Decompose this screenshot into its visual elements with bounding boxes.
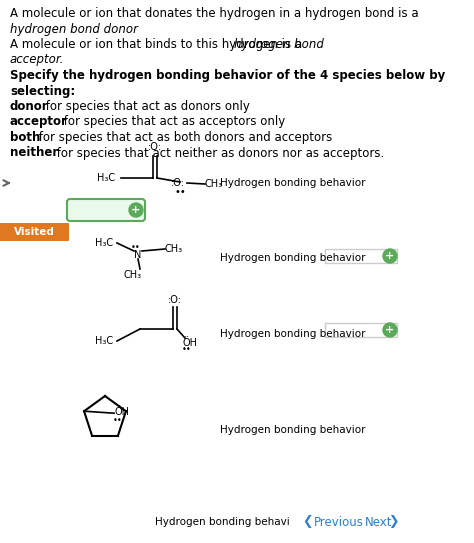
Text: Next: Next bbox=[365, 515, 392, 528]
Text: N: N bbox=[134, 250, 142, 260]
Circle shape bbox=[383, 323, 397, 337]
Text: neither: neither bbox=[10, 147, 58, 160]
Text: acceptor: acceptor bbox=[10, 116, 68, 129]
Bar bbox=[325, 323, 397, 337]
Text: ❯: ❯ bbox=[388, 515, 399, 528]
Text: ÖH: ÖH bbox=[114, 407, 129, 417]
Text: Specify the hydrogen bonding behavior of the 4 species below by: Specify the hydrogen bonding behavior of… bbox=[10, 69, 445, 82]
Text: for species that act neither as donors nor as acceptors.: for species that act neither as donors n… bbox=[53, 147, 384, 160]
Bar bbox=[325, 249, 397, 263]
Text: Hydrogen bonding behavi: Hydrogen bonding behavi bbox=[155, 517, 290, 527]
Text: hydrogen bond: hydrogen bond bbox=[234, 38, 324, 51]
Text: H₃C: H₃C bbox=[95, 238, 113, 248]
Text: hydrogen bond donor: hydrogen bond donor bbox=[10, 22, 138, 35]
Text: both: both bbox=[10, 131, 40, 144]
FancyBboxPatch shape bbox=[0, 223, 69, 241]
Text: CH₃: CH₃ bbox=[124, 270, 142, 280]
Text: +: + bbox=[385, 251, 395, 261]
Text: for species that act as donors only: for species that act as donors only bbox=[42, 100, 250, 113]
Text: ••: •• bbox=[174, 187, 186, 197]
Text: H₃C: H₃C bbox=[97, 173, 115, 183]
Text: acceptor.: acceptor. bbox=[10, 54, 64, 66]
Circle shape bbox=[383, 249, 397, 263]
Text: ••: •• bbox=[131, 243, 141, 251]
Text: for species that act as both donors and acceptors: for species that act as both donors and … bbox=[35, 131, 332, 144]
Text: Hydrogen bonding behavior: Hydrogen bonding behavior bbox=[220, 178, 365, 188]
Text: H₃C: H₃C bbox=[95, 336, 113, 346]
Text: Hydrogen bonding behavior: Hydrogen bonding behavior bbox=[220, 253, 365, 263]
Text: CH₃: CH₃ bbox=[165, 244, 183, 254]
Text: +: + bbox=[131, 205, 141, 215]
Text: A molecule or ion that donates the hydrogen in a hydrogen bond is a: A molecule or ion that donates the hydro… bbox=[10, 7, 419, 20]
Text: :O:: :O: bbox=[148, 142, 162, 152]
FancyBboxPatch shape bbox=[67, 199, 145, 221]
Text: ❮: ❮ bbox=[302, 515, 312, 528]
Text: selecting:: selecting: bbox=[10, 85, 75, 98]
Text: Visited: Visited bbox=[14, 227, 55, 237]
Text: for species that act as acceptors only: for species that act as acceptors only bbox=[60, 116, 285, 129]
Text: ••: •• bbox=[182, 345, 192, 355]
Text: donor: donor bbox=[10, 100, 49, 113]
Text: +: + bbox=[385, 325, 395, 335]
Text: :O:: :O: bbox=[171, 178, 185, 188]
Text: :O:: :O: bbox=[168, 295, 182, 305]
Circle shape bbox=[129, 203, 143, 217]
Text: Previous: Previous bbox=[314, 515, 364, 528]
Text: Hydrogen bonding behavior: Hydrogen bonding behavior bbox=[220, 425, 365, 435]
Text: Hydrogen bonding behavior: Hydrogen bonding behavior bbox=[220, 329, 365, 339]
Text: CH₃: CH₃ bbox=[205, 179, 223, 189]
Text: ÖH: ÖH bbox=[183, 338, 198, 348]
Text: A molecule or ion that binds to this hydrogen is a: A molecule or ion that binds to this hyd… bbox=[10, 38, 306, 51]
Text: ••: •• bbox=[113, 416, 123, 425]
